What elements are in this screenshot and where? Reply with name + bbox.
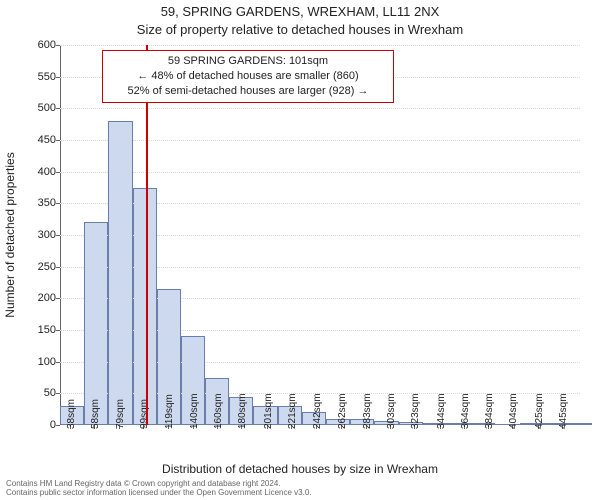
x-axis-label: Distribution of detached houses by size …	[0, 462, 600, 476]
x-tick-label: 119sqm	[164, 394, 175, 429]
gridline	[60, 267, 580, 268]
footer-line2: Contains public sector information licen…	[6, 489, 594, 498]
chart-title-line1: 59, SPRING GARDENS, WREXHAM, LL11 2NX	[0, 4, 600, 19]
gridline	[60, 362, 580, 363]
annotation-line3: 52% of semi-detached houses are larger (…	[109, 84, 387, 99]
x-tick-label: 221sqm	[287, 393, 298, 429]
histogram-bar	[568, 423, 592, 425]
x-tick-label: 404sqm	[508, 393, 519, 429]
y-tick-mark	[56, 108, 60, 109]
footer-attribution: Contains HM Land Registry data © Crown c…	[6, 480, 594, 498]
x-tick-label: 425sqm	[534, 393, 545, 429]
annotation-line1: 59 SPRING GARDENS: 101sqm	[109, 54, 387, 69]
y-tick-mark	[56, 203, 60, 204]
gridline	[60, 203, 580, 204]
gridline	[60, 298, 580, 299]
chart-root: 59, SPRING GARDENS, WREXHAM, LL11 2NX Si…	[0, 0, 600, 500]
x-tick-label: 180sqm	[237, 393, 248, 429]
x-tick-label: 38sqm	[66, 399, 77, 429]
x-tick-label: 364sqm	[460, 393, 471, 429]
x-tick-label: 201sqm	[263, 393, 274, 429]
x-tick-label: 283sqm	[362, 393, 373, 429]
x-tick-label: 79sqm	[115, 399, 126, 429]
x-tick-label: 242sqm	[312, 393, 323, 429]
y-tick-mark	[56, 425, 60, 426]
y-tick-mark	[56, 140, 60, 141]
gridline	[60, 330, 580, 331]
annotation-box: 59 SPRING GARDENS: 101sqm ← 48% of detac…	[102, 50, 394, 103]
y-tick-mark	[56, 362, 60, 363]
chart-title-line2: Size of property relative to detached ho…	[0, 22, 600, 37]
plot-area: 050100150200250300350400450500550600 38s…	[60, 45, 580, 425]
gridline	[60, 45, 580, 46]
y-tick-mark	[56, 267, 60, 268]
gridline	[60, 172, 580, 173]
y-axis-label: Number of detached properties	[3, 152, 17, 317]
y-tick-mark	[56, 77, 60, 78]
gridline	[60, 140, 580, 141]
x-tick-label: 140sqm	[189, 393, 200, 429]
y-tick-mark	[56, 45, 60, 46]
gridline	[60, 235, 580, 236]
x-tick-label: 160sqm	[213, 393, 224, 429]
x-tick-label: 445sqm	[558, 393, 569, 429]
histogram-bar	[108, 121, 132, 425]
x-tick-label: 323sqm	[410, 393, 421, 429]
histogram-bar	[84, 222, 108, 425]
x-tick-label: 262sqm	[337, 393, 348, 429]
x-tick-label: 58sqm	[90, 399, 101, 429]
x-tick-label: 384sqm	[484, 393, 495, 429]
y-tick-mark	[56, 235, 60, 236]
y-tick-mark	[56, 298, 60, 299]
x-tick-label: 303sqm	[386, 393, 397, 429]
gridline	[60, 108, 580, 109]
x-tick-label: 344sqm	[436, 393, 447, 429]
y-tick-mark	[56, 393, 60, 394]
histogram-bar	[133, 188, 157, 426]
y-tick-mark	[56, 172, 60, 173]
y-tick-mark	[56, 330, 60, 331]
annotation-line2: ← 48% of detached houses are smaller (86…	[109, 69, 387, 84]
